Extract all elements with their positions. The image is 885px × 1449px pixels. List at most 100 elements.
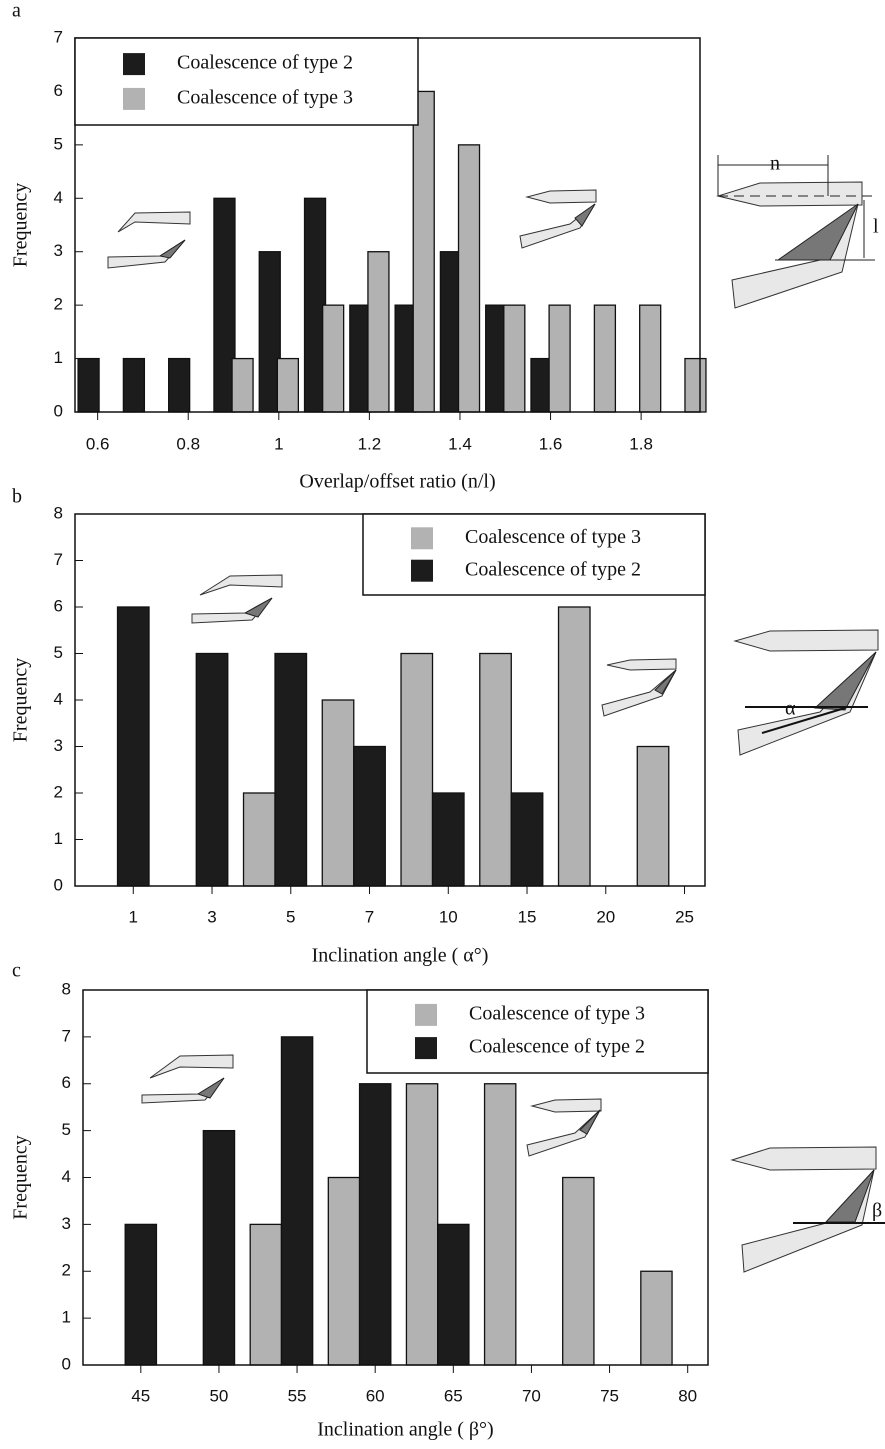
x-tick-label: 45 — [131, 1386, 150, 1405]
bar — [563, 1178, 594, 1366]
x-axis-title: Inclination angle ( β°) — [317, 1419, 493, 1441]
legend-label: Coalescence of type 3 — [465, 526, 641, 548]
bar — [203, 1131, 234, 1365]
bar — [433, 793, 465, 886]
x-axis-title: Inclination angle ( α°) — [312, 945, 489, 967]
legend-label: Coalescence of type 2 — [469, 1036, 645, 1058]
y-tick-label: 0 — [54, 401, 63, 420]
bar — [354, 747, 386, 887]
bar — [275, 654, 307, 887]
y-tick-label: 6 — [62, 1073, 71, 1092]
x-tick-label: 65 — [444, 1386, 463, 1405]
bar — [637, 747, 669, 887]
x-tick-label: 1 — [129, 907, 138, 926]
legend-swatch — [411, 527, 433, 549]
y-tick-label: 3 — [62, 1214, 71, 1233]
bar — [250, 1224, 281, 1365]
legend-label: Coalescence of type 3 — [177, 86, 353, 108]
bar — [281, 1037, 312, 1365]
y-tick-label: 7 — [54, 550, 63, 569]
bar — [640, 305, 661, 412]
x-tick-label: 50 — [209, 1386, 228, 1405]
sketch-b-right — [602, 659, 676, 716]
x-tick-label: 1 — [274, 434, 283, 453]
x-tick-label: 1.8 — [629, 434, 653, 453]
x-tick-label: 1.6 — [539, 434, 563, 453]
y-tick-label: 2 — [54, 295, 63, 314]
diagram-c — [732, 1147, 885, 1272]
x-tick-label: 3 — [207, 907, 216, 926]
sketch-b-left — [192, 575, 282, 623]
y-tick-label: 6 — [54, 596, 63, 615]
y-tick-label: 6 — [54, 81, 63, 100]
x-axis-title: Overlap/offset ratio (n/l) — [299, 471, 495, 493]
y-axis-title: Frequency — [10, 658, 32, 742]
bar — [413, 91, 434, 412]
bar — [78, 359, 99, 412]
legend-label: Coalescence of type 2 — [177, 52, 353, 74]
sketch-a-left — [108, 212, 190, 268]
x-tick-label: 70 — [522, 1386, 541, 1405]
bar — [504, 305, 525, 412]
legend-label: Coalescence of type 3 — [469, 1002, 645, 1024]
legend-swatch — [123, 53, 145, 75]
bar — [480, 654, 512, 887]
y-axis-title: Frequency — [10, 183, 32, 267]
y-tick-label: 0 — [62, 1354, 71, 1373]
y-tick-label: 1 — [54, 348, 63, 367]
y-tick-label: 2 — [54, 782, 63, 801]
legend-swatch — [411, 560, 433, 582]
sketch-c-right — [527, 1099, 601, 1156]
x-tick-label: 1.2 — [358, 434, 382, 453]
bar — [360, 1084, 391, 1365]
bar — [485, 1084, 516, 1365]
y-tick-label: 8 — [62, 979, 71, 998]
bar — [594, 305, 615, 412]
bar — [123, 359, 144, 412]
x-tick-label: 15 — [518, 907, 537, 926]
y-tick-label: 3 — [54, 241, 63, 260]
bar — [549, 305, 570, 412]
annotation: n — [770, 153, 780, 175]
legend-label: Coalescence of type 2 — [465, 558, 641, 580]
bar — [438, 1224, 469, 1365]
x-tick-label: 80 — [678, 1386, 697, 1405]
y-tick-label: 7 — [54, 27, 63, 46]
legend-swatch — [123, 88, 145, 110]
bar — [169, 359, 190, 412]
y-tick-label: 8 — [54, 503, 63, 522]
bar — [322, 700, 354, 886]
y-tick-label: 5 — [54, 643, 63, 662]
bar — [244, 793, 276, 886]
y-tick-label: 1 — [54, 829, 63, 848]
figure: aFrequencyOverlap/offset ratio (n/l)0123… — [0, 0, 885, 1449]
bar — [406, 1084, 437, 1365]
annotation: α — [785, 698, 796, 720]
bar — [368, 252, 389, 412]
annotation: l — [873, 216, 879, 238]
y-tick-label: 5 — [62, 1120, 71, 1139]
y-tick-label: 4 — [54, 188, 63, 207]
diagram-b — [735, 630, 878, 755]
bar — [196, 654, 228, 887]
x-tick-label: 0.6 — [86, 434, 110, 453]
x-tick-label: 0.8 — [176, 434, 200, 453]
x-tick-label: 25 — [675, 907, 694, 926]
bar — [685, 359, 706, 412]
x-tick-label: 60 — [366, 1386, 385, 1405]
bar — [118, 607, 149, 886]
bar — [125, 1224, 156, 1365]
sketch-c-left — [142, 1055, 233, 1103]
bar — [328, 1178, 359, 1366]
legend-swatch — [415, 1037, 437, 1059]
panel-label: c — [12, 960, 21, 982]
bar — [277, 359, 298, 412]
y-tick-label: 1 — [62, 1308, 71, 1327]
x-tick-label: 75 — [600, 1386, 619, 1405]
x-tick-label: 55 — [288, 1386, 307, 1405]
y-tick-label: 4 — [54, 689, 63, 708]
y-tick-label: 4 — [62, 1167, 71, 1186]
y-tick-label: 7 — [62, 1026, 71, 1045]
x-tick-label: 10 — [439, 907, 458, 926]
y-tick-label: 2 — [62, 1261, 71, 1280]
